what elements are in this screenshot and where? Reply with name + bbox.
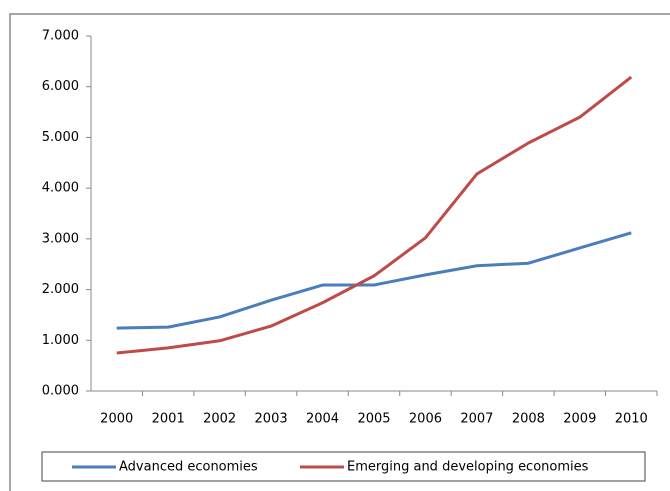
y-tick-label: 4.000: [42, 181, 79, 196]
x-tick-label: 2009: [563, 412, 596, 427]
x-tick-label: 2007: [460, 412, 493, 427]
x-tick-label: 2006: [409, 412, 442, 427]
y-tick-label: 2.000: [42, 282, 79, 297]
x-tick-label: 2002: [203, 412, 236, 427]
x-tick-label: 2003: [255, 412, 288, 427]
x-tick-label: 2000: [100, 412, 133, 427]
y-tick-label: 3.000: [42, 231, 79, 246]
x-tick-label: 2008: [512, 412, 545, 427]
y-tick-label: 5.000: [42, 130, 79, 145]
y-tick-label: 0.000: [42, 384, 79, 399]
y-tick-label: 6.000: [42, 79, 79, 94]
x-tick-label: 2005: [357, 412, 390, 427]
legend-label: Advanced economies: [119, 460, 258, 475]
x-tick-label: 2001: [152, 412, 185, 427]
y-tick-label: 1.000: [42, 333, 79, 348]
legend-label: Emerging and developing economies: [347, 460, 589, 475]
series-line: [116, 231, 632, 330]
x-tick-label: 2004: [306, 412, 339, 427]
x-tick-label: 2010: [615, 412, 648, 427]
series-line: [116, 75, 633, 355]
y-tick-label: 7.000: [42, 29, 79, 44]
